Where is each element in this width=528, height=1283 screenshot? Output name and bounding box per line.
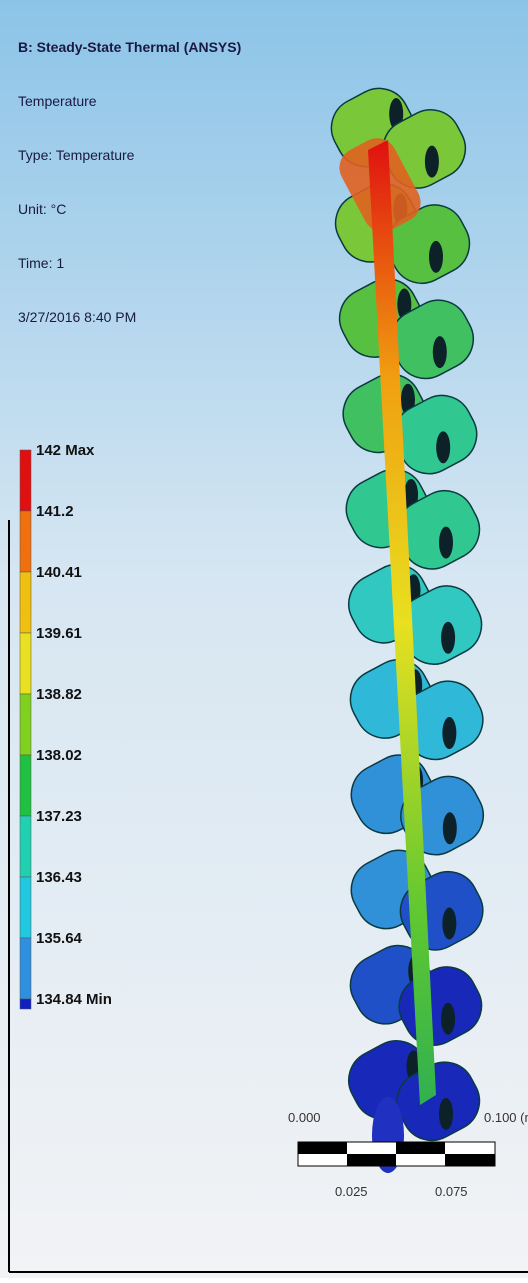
legend-band — [20, 938, 31, 999]
legend-band — [20, 572, 31, 633]
model-hole — [441, 1003, 455, 1035]
legend-band — [20, 694, 31, 755]
legend-band — [20, 877, 31, 938]
header-line: Time: 1 — [18, 255, 64, 271]
scale-segment — [298, 1142, 347, 1154]
scale-label: 0.000 — [288, 1110, 321, 1125]
legend-label: 139.61 — [36, 625, 82, 642]
legend-label: 138.82 — [36, 686, 82, 703]
legend-band — [20, 816, 31, 877]
model-hole — [439, 1098, 453, 1130]
title: B: Steady-State Thermal (ANSYS) — [18, 39, 241, 55]
legend-band — [20, 450, 31, 511]
header-line: 3/27/2016 8:40 PM — [18, 309, 136, 325]
model-hole — [436, 431, 450, 463]
legend-band — [20, 633, 31, 694]
scale-segment — [396, 1142, 445, 1154]
legend-label: 141.2 — [36, 503, 74, 520]
header-line: Unit: °C — [18, 201, 66, 217]
screenshot: B: Steady-State Thermal (ANSYS) Temperat… — [0, 0, 528, 1278]
legend-band — [20, 511, 31, 572]
scale-label: 0.075 — [435, 1184, 468, 1199]
model-hole — [443, 812, 457, 844]
header-line: Temperature — [18, 93, 97, 109]
model-hole — [425, 146, 439, 178]
legend-label: 136.43 — [36, 869, 82, 886]
model-hole — [441, 622, 455, 654]
legend-band — [20, 755, 31, 816]
scale-segment — [347, 1154, 396, 1166]
model-hole — [439, 527, 453, 559]
legend-label: 135.64 — [36, 930, 83, 947]
legend-label: 140.41 — [36, 564, 82, 581]
model-hole — [442, 908, 456, 940]
legend-label: 134.84 Min — [36, 991, 112, 1008]
legend-label: 142 Max — [36, 442, 95, 459]
model-hole — [433, 336, 447, 368]
legend-label: 138.02 — [36, 747, 82, 764]
scale-segment — [445, 1154, 495, 1166]
model-hole — [429, 241, 443, 273]
legend-band — [20, 999, 31, 1009]
header-line: Type: Temperature — [18, 147, 135, 163]
model-hole — [442, 717, 456, 749]
scale-label: 0.025 — [335, 1184, 368, 1199]
scale-label: 0.100 (m) — [484, 1110, 528, 1125]
legend-label: 137.23 — [36, 808, 82, 825]
